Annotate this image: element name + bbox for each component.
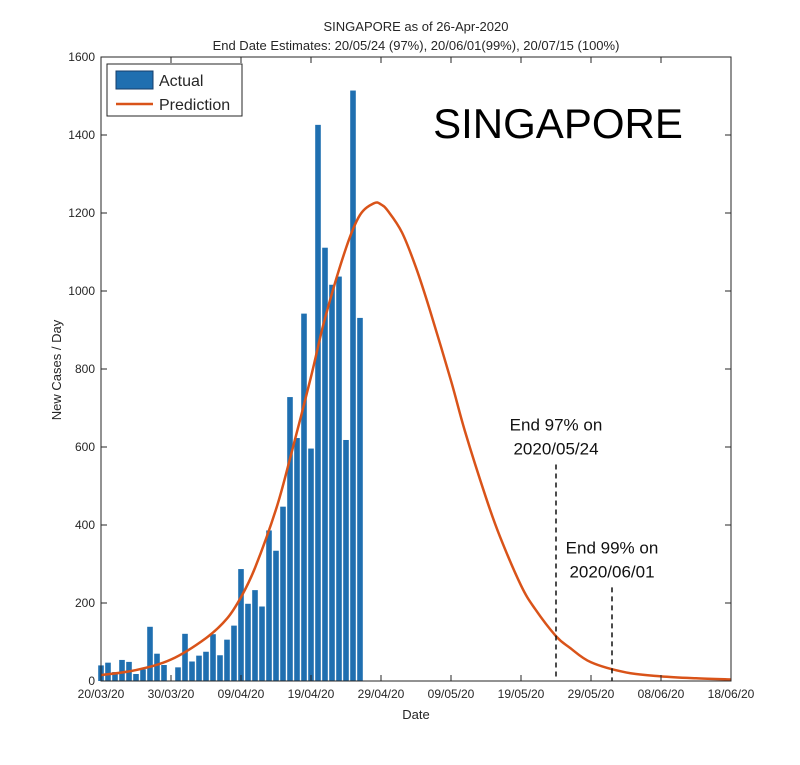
end-estimate-label-2-line1: End 99% on bbox=[566, 538, 659, 557]
bar-03/04/20 bbox=[196, 655, 202, 681]
x-tick-label-7: 29/05/20 bbox=[568, 687, 615, 701]
bar-16/04/20 bbox=[287, 397, 293, 681]
bar-21/03/20 bbox=[105, 662, 111, 681]
y-tick-label-1000: 1000 bbox=[68, 284, 95, 298]
bar-08/04/20 bbox=[231, 625, 237, 681]
legend-prediction-label: Prediction bbox=[159, 97, 230, 114]
legend: Actual Prediction bbox=[106, 63, 243, 117]
bar-27/03/20 bbox=[147, 626, 153, 681]
bar-10/04/20 bbox=[245, 603, 251, 681]
bar-23/04/20 bbox=[336, 276, 342, 681]
bar-26/04/20 bbox=[357, 317, 363, 681]
plot-area bbox=[101, 57, 731, 681]
bar-19/04/20 bbox=[308, 448, 314, 681]
bar-07/04/20 bbox=[224, 639, 230, 681]
bar-12/04/20 bbox=[259, 606, 265, 681]
bar-24/04/20 bbox=[343, 439, 349, 681]
end-estimate-label-2-line2: 2020/06/01 bbox=[569, 562, 654, 581]
bar-22/03/20 bbox=[112, 672, 118, 681]
bar-22/04/20 bbox=[329, 284, 335, 681]
legend-actual-label: Actual bbox=[159, 73, 203, 90]
bar-05/04/20 bbox=[210, 634, 216, 681]
bar-17/04/20 bbox=[294, 438, 300, 681]
bar-20/04/20 bbox=[315, 124, 321, 682]
x-tick-label-9: 18/06/20 bbox=[708, 687, 755, 701]
bar-15/04/20 bbox=[280, 506, 286, 681]
watermark-text: SINGAPORE bbox=[433, 100, 683, 147]
prediction-group bbox=[100, 201, 732, 681]
y-tick-label-0: 0 bbox=[88, 674, 95, 688]
bar-13/04/20 bbox=[266, 530, 272, 681]
chart-subtitle: End Date Estimates: 20/05/24 (97%), 20/0… bbox=[213, 38, 620, 53]
x-tick-label-4: 29/04/20 bbox=[358, 687, 405, 701]
x-axis-label: Date bbox=[402, 707, 429, 722]
bar-11/04/20 bbox=[252, 590, 258, 681]
x-tick-label-0: 20/03/20 bbox=[78, 687, 125, 701]
bar-23/03/20 bbox=[119, 659, 125, 681]
bar-25/03/20 bbox=[133, 673, 139, 681]
y-tick-label-1600: 1600 bbox=[68, 50, 95, 64]
bar-28/03/20 bbox=[154, 653, 160, 681]
bar-04/04/20 bbox=[203, 651, 209, 681]
chart-title: SINGAPORE as of 26-Apr-2020 bbox=[324, 19, 509, 34]
y-tick-label-200: 200 bbox=[75, 596, 95, 610]
x-tick-label-8: 08/06/20 bbox=[638, 687, 685, 701]
bars-group bbox=[98, 90, 363, 682]
bar-14/04/20 bbox=[273, 550, 279, 681]
y-axis-label: New Cases / Day bbox=[49, 319, 64, 420]
end-estimate-label-1-line2: 2020/05/24 bbox=[513, 440, 598, 459]
end-estimate-label-1-line1: End 97% on bbox=[510, 416, 603, 435]
bar-21/04/20 bbox=[322, 247, 328, 681]
annotations-group: End 97% on 2020/05/24 End 99% on 2020/06/01 bbox=[510, 416, 659, 681]
bar-29/03/20 bbox=[161, 665, 167, 681]
axes-group: 0 200 400 600 800 1000 1200 1400 1600 20/03/20 30/… bbox=[68, 50, 754, 701]
bar-06/04/20 bbox=[217, 655, 223, 681]
x-tick-label-2: 09/04/20 bbox=[218, 687, 265, 701]
y-tick-label-600: 600 bbox=[75, 440, 95, 454]
y-tick-label-800: 800 bbox=[75, 362, 95, 376]
bar-31/03/20 bbox=[175, 667, 181, 681]
bar-18/04/20 bbox=[301, 313, 307, 681]
bar-25/04/20 bbox=[350, 90, 356, 682]
y-tick-label-400: 400 bbox=[75, 518, 95, 532]
x-tick-label-3: 19/04/20 bbox=[288, 687, 335, 701]
bar-02/04/20 bbox=[189, 661, 195, 681]
bar-26/03/20 bbox=[140, 669, 146, 681]
y-tick-label-1400: 1400 bbox=[68, 128, 95, 142]
prediction-line bbox=[100, 201, 732, 681]
plot-area-background bbox=[101, 57, 731, 681]
x-tick-label-1: 30/03/20 bbox=[148, 687, 195, 701]
bar-01/04/20 bbox=[182, 633, 188, 681]
bar-09/04/20 bbox=[238, 569, 244, 681]
x-tick-label-5: 09/05/20 bbox=[428, 687, 475, 701]
legend-actual-swatch bbox=[115, 70, 154, 90]
y-tick-label-1200: 1200 bbox=[68, 206, 95, 220]
x-tick-label-6: 19/05/20 bbox=[498, 687, 545, 701]
